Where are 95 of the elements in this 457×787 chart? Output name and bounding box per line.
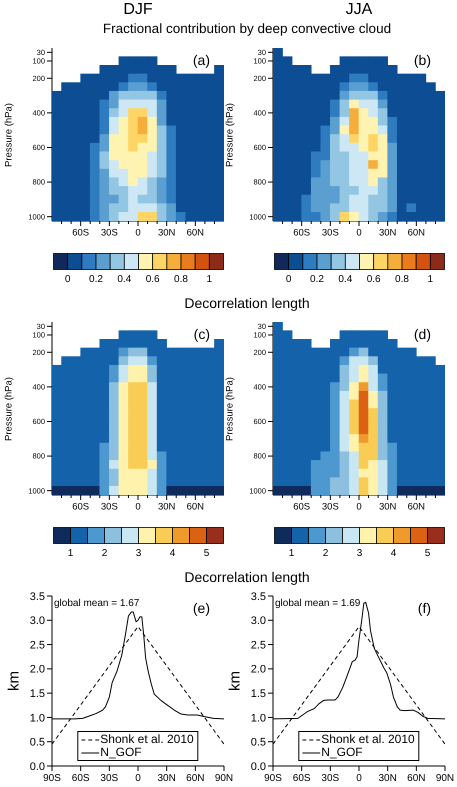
y-tick-label: 0.5 xyxy=(30,736,45,749)
y-tick-label: 3.0 xyxy=(250,615,266,628)
x-tick-label: 0 xyxy=(135,502,141,513)
color-bar-label: 2 xyxy=(322,548,329,559)
y-tick-label: 2.5 xyxy=(250,639,266,652)
color-bar-label: 5 xyxy=(204,548,210,559)
annotation: (b) xyxy=(414,52,431,68)
color-bar-label: 0 xyxy=(286,274,292,285)
y-tick-label: 0.0 xyxy=(30,760,45,773)
x-tick-label: 30N xyxy=(378,773,397,784)
x-tick-label: 0 xyxy=(135,228,141,239)
color-bar-label: 4 xyxy=(390,548,397,559)
x-tick-label: 30S xyxy=(100,502,118,513)
y-tick-label: 3.0 xyxy=(30,615,45,628)
y-tick-label: 2.5 xyxy=(30,639,45,652)
color-bar-label: 0 xyxy=(64,274,71,285)
color-bar-label: 1 xyxy=(288,548,295,559)
chart-title: Decorrelation length xyxy=(184,295,310,312)
color-bar-label: 0.6 xyxy=(146,274,160,285)
legend-label: Shonk et al. 2010 xyxy=(321,732,415,746)
y-axis-title: Pressure (hPa) xyxy=(224,376,236,440)
color-bar-label: 0.8 xyxy=(174,274,188,285)
color-bar-label: 0.2 xyxy=(310,274,324,285)
x-tick-label: 60N xyxy=(407,773,426,784)
x-tick-label: 30N xyxy=(378,228,397,239)
y-tick-label: 3.5 xyxy=(30,590,45,603)
y-tick-label: 1.5 xyxy=(30,688,45,700)
x-tick-label: 60N xyxy=(186,228,204,239)
color-bar-label: 3 xyxy=(356,548,363,559)
color-bar-label: 4 xyxy=(170,548,176,559)
x-tick-label: 60S xyxy=(72,502,90,513)
chart-title: Decorrelation length xyxy=(184,569,310,586)
x-tick-label: 90S xyxy=(43,773,62,784)
x-tick-label: 0 xyxy=(356,228,362,239)
x-tick-label: 0 xyxy=(135,773,142,784)
x-tick-label: 30S xyxy=(100,773,119,784)
x-tick-label: 60N xyxy=(186,502,204,513)
y-axis-title: km xyxy=(5,671,23,691)
color-bar-label: 0.2 xyxy=(89,274,104,285)
x-tick-label: 30N xyxy=(157,773,176,784)
color-bar-label: 0.6 xyxy=(366,274,382,285)
annotation: (d) xyxy=(414,326,431,342)
color-bar-label: 0.4 xyxy=(117,274,132,285)
y-axis-title: km xyxy=(226,671,244,691)
x-tick-label: 0 xyxy=(356,773,362,784)
y-axis-title: Pressure (hPa) xyxy=(224,102,236,166)
color-bar-label: 1 xyxy=(68,548,74,559)
x-tick-label: 60N xyxy=(408,502,426,513)
x-tick-label: 60S xyxy=(293,502,310,513)
y-tick-label: 0.0 xyxy=(250,760,266,773)
x-tick-label: 90S xyxy=(264,773,282,784)
x-tick-label: 30N xyxy=(158,228,176,239)
x-tick-label: 90N xyxy=(214,773,234,784)
y-tick-label: 2.0 xyxy=(250,664,266,676)
legend-label: N_GOF xyxy=(321,745,363,759)
y-axis-title: Pressure (hPa) xyxy=(4,102,16,166)
color-bar-label: 3 xyxy=(136,548,142,559)
color-bar-label: 0.8 xyxy=(395,274,410,285)
annotation: (c) xyxy=(194,326,210,342)
x-tick-label: 90N xyxy=(436,773,454,784)
color-bar-label: 5 xyxy=(424,548,431,559)
chart-subtitle: Fractional contribution by deep convective cloud xyxy=(102,21,392,37)
annotation: global mean = 1.69 xyxy=(275,598,360,610)
color-bar-label: 1 xyxy=(206,274,213,285)
color-bar-label: 2 xyxy=(102,548,108,559)
x-tick-label: 30N xyxy=(378,502,397,513)
chart-title: DJF xyxy=(123,1,153,20)
y-axis-title: Pressure (hPa) xyxy=(4,376,16,440)
y-tick-label: 1.0 xyxy=(250,712,266,724)
x-tick-label: 30S xyxy=(322,228,339,239)
x-tick-label: 30S xyxy=(100,228,118,239)
annotation: (f) xyxy=(418,600,431,616)
legend-label: N_GOF xyxy=(100,745,142,759)
y-tick-label: 3.5 xyxy=(250,590,266,603)
color-bar-label: 0.4 xyxy=(338,274,353,285)
annotation: (a) xyxy=(192,52,210,68)
x-tick-label: 30S xyxy=(321,773,340,784)
annotation: (e) xyxy=(192,600,210,616)
legend-label: Shonk et al. 2010 xyxy=(100,732,194,746)
annotation: global mean = 1.67 xyxy=(54,598,140,610)
x-tick-label: 60S xyxy=(292,773,311,784)
y-tick-label: 1.5 xyxy=(250,688,266,700)
x-tick-label: 60S xyxy=(72,228,90,239)
x-tick-label: 0 xyxy=(356,502,362,513)
chart-title: JJA xyxy=(346,1,372,20)
y-tick-label: 2.0 xyxy=(30,664,45,676)
x-tick-label: 30S xyxy=(322,502,339,513)
y-tick-label: 0.5 xyxy=(250,736,266,749)
x-tick-label: 60N xyxy=(408,228,426,239)
x-tick-label: 30N xyxy=(158,502,176,513)
x-tick-label: 60N xyxy=(186,773,205,784)
x-tick-label: 60S xyxy=(72,773,90,784)
y-tick-label: 1.0 xyxy=(30,712,45,724)
x-tick-label: 60S xyxy=(293,228,310,239)
color-bar-label: 1 xyxy=(428,274,434,285)
